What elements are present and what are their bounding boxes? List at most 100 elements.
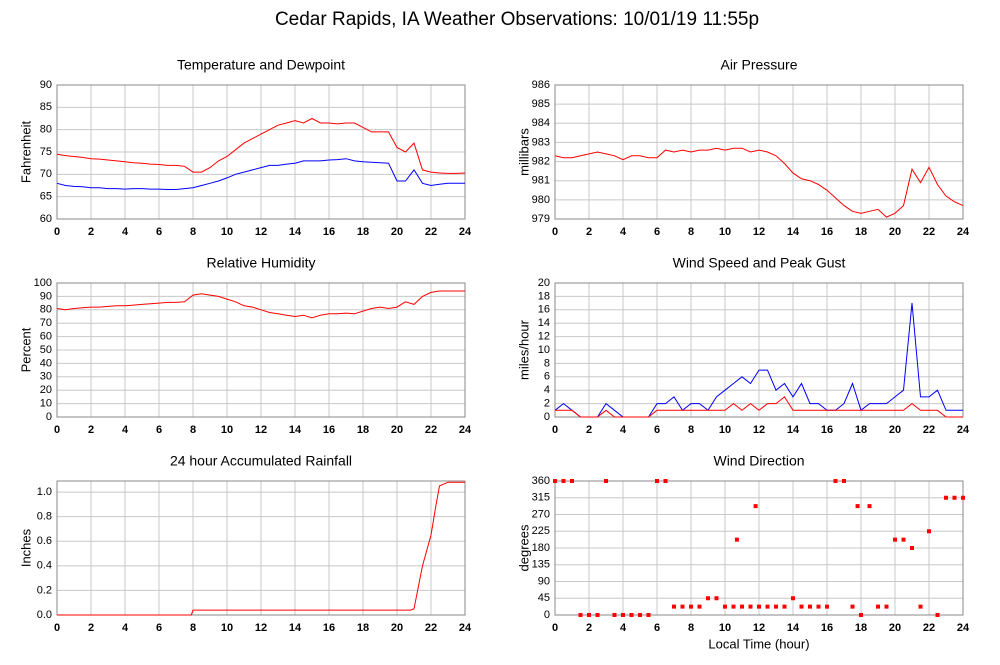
x-tick-label: 20 [391, 226, 403, 238]
x-tick-label: 22 [425, 424, 437, 436]
y-tick-label: 983 [532, 136, 550, 148]
y-tick-label: 0 [544, 609, 550, 621]
x-tick-label: 6 [156, 622, 162, 634]
y-axis-label: Inches [18, 528, 33, 567]
y-tick-label: 270 [532, 508, 550, 520]
y-tick-label: 8 [544, 357, 550, 369]
scatter-point [859, 613, 863, 617]
x-tick-label: 14 [787, 226, 800, 238]
scatter-point [961, 495, 965, 500]
x-tick-label: 6 [654, 424, 660, 436]
x-tick-label: 8 [688, 424, 694, 436]
x-tick-label: 8 [688, 226, 694, 238]
x-tick-label: 2 [88, 424, 94, 436]
y-axis-label: Percent [18, 327, 33, 372]
y-tick-label: 50 [40, 344, 52, 356]
y-tick-label: 6 [544, 371, 550, 383]
scatter-point [570, 479, 574, 483]
y-tick-label: 0.6 [37, 535, 52, 547]
y-tick-label: 75 [40, 146, 52, 158]
x-tick-label: 14 [787, 622, 800, 634]
x-tick-label: 10 [719, 424, 731, 436]
scatter-point [629, 613, 634, 617]
x-tick-label: 6 [156, 226, 162, 238]
x-tick-label: 24 [459, 622, 472, 634]
x-tick-label: 10 [221, 622, 233, 634]
x-tick-label: 16 [821, 424, 833, 436]
x-tick-label: 10 [221, 226, 233, 238]
x-tick-label: 6 [654, 226, 660, 238]
x-tick-label: 20 [391, 424, 403, 436]
scatter-point [825, 604, 829, 609]
x-tick-label: 8 [688, 622, 694, 634]
y-tick-label: 980 [532, 194, 550, 206]
x-tick-label: 16 [821, 226, 833, 238]
y-tick-label: 1.0 [37, 486, 52, 498]
scatter-point [935, 613, 940, 617]
x-tick-label: 12 [255, 226, 267, 238]
scatter-point [884, 604, 889, 609]
scatter-point [578, 613, 583, 617]
scatter-point [944, 495, 948, 500]
y-tick-label: 225 [532, 525, 550, 537]
scatter-point [638, 613, 642, 617]
y-tick-label: 90 [538, 575, 550, 587]
scatter-point [782, 604, 787, 609]
y-axis-label: Fahrenheit [18, 121, 33, 184]
x-tick-label: 12 [753, 226, 765, 238]
chart-title: Wind Direction [713, 453, 804, 469]
x-tick-label: 0 [552, 622, 558, 634]
y-tick-label: 70 [40, 317, 52, 329]
scatter-point [723, 604, 727, 609]
y-axis-label: degrees [516, 524, 531, 571]
x-tick-label: 6 [654, 622, 660, 634]
y-tick-label: 0 [46, 411, 52, 423]
scatter-point [791, 596, 795, 601]
scatter-point [753, 504, 758, 509]
scatter-point [612, 613, 617, 617]
y-axis-label: miles/hour [516, 319, 531, 380]
y-tick-label: 10 [538, 344, 550, 356]
scatter-point [808, 604, 812, 609]
y-tick-label: 981 [532, 175, 550, 187]
scatter-point [587, 613, 591, 617]
x-tick-label: 2 [586, 424, 592, 436]
scatter-point [910, 546, 914, 550]
x-tick-label: 22 [425, 622, 437, 634]
y-tick-label: 0.4 [37, 560, 52, 572]
scatter-point [833, 479, 838, 483]
y-tick-label: 982 [532, 155, 550, 167]
y-tick-label: 80 [40, 304, 52, 316]
y-tick-label: 60 [40, 213, 52, 225]
x-tick-label: 4 [122, 622, 129, 634]
x-tick-label: 24 [957, 424, 970, 436]
y-tick-label: 0.2 [37, 584, 52, 596]
y-tick-label: 40 [40, 357, 52, 369]
x-tick-label: 2 [88, 226, 94, 238]
x-tick-label: 16 [821, 622, 833, 634]
scatter-point [757, 604, 761, 609]
scatter-point [655, 479, 659, 483]
y-tick-label: 100 [34, 277, 52, 289]
y-axis-label: millibars [516, 128, 531, 176]
chart-title: Air Pressure [720, 57, 797, 73]
plot-frame [56, 282, 466, 418]
scatter-point [765, 604, 770, 609]
x-tick-label: 24 [957, 622, 970, 634]
x-tick-label: 20 [889, 622, 901, 634]
scatter-point [748, 604, 753, 609]
chart-title: Wind Speed and Peak Gust [673, 255, 846, 271]
x-tick-label: 18 [357, 622, 369, 634]
y-tick-label: 984 [532, 117, 550, 129]
x-tick-label: 4 [620, 622, 627, 634]
x-tick-label: 8 [190, 622, 196, 634]
plot-frame [554, 84, 964, 220]
y-tick-label: 90 [40, 79, 52, 91]
x-tick-label: 18 [357, 226, 369, 238]
x-tick-label: 2 [586, 226, 592, 238]
x-tick-label: 16 [323, 424, 335, 436]
x-tick-label: 14 [787, 424, 800, 436]
y-tick-label: 986 [532, 79, 550, 91]
y-tick-label: 315 [532, 492, 550, 504]
